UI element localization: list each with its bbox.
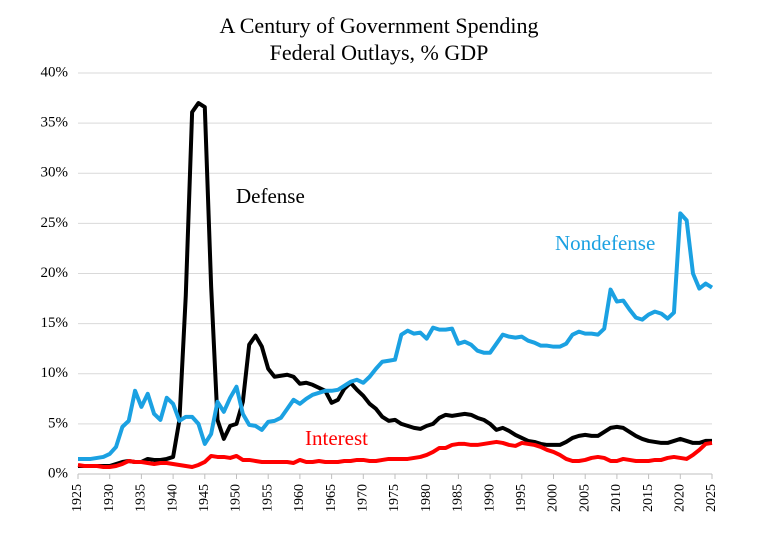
y-tick-label: 20% <box>41 265 69 281</box>
chart-title: A Century of Government Spending <box>220 13 539 38</box>
y-tick-label: 15% <box>41 315 69 331</box>
x-tick-label: 1945 <box>197 484 212 512</box>
x-tick-label: 2000 <box>546 484 561 512</box>
x-tick-label: 1950 <box>229 484 244 512</box>
x-tick-label: 1960 <box>292 484 307 512</box>
series-label: Nondefense <box>555 231 655 255</box>
y-tick-label: 10% <box>41 365 69 381</box>
x-tick-label: 1975 <box>387 484 402 512</box>
y-tick-label: 30% <box>41 165 69 181</box>
series-line <box>77 439 713 469</box>
x-tick-label: 1990 <box>482 484 497 512</box>
y-tick-label: 35% <box>41 115 69 131</box>
series-line <box>78 211 714 461</box>
x-tick-label: 2015 <box>641 484 656 512</box>
y-tick-label: 40% <box>41 64 69 80</box>
x-tick-label: 2020 <box>673 484 688 512</box>
x-tick-label: 2005 <box>577 484 592 512</box>
chart-subtitle: Federal Outlays, % GDP <box>270 40 489 65</box>
x-tick-label: 1930 <box>102 484 117 512</box>
series-label: Defense <box>236 184 305 208</box>
series-line <box>78 101 712 468</box>
x-tick-label: 1940 <box>165 484 180 512</box>
x-tick-label: 1970 <box>356 484 371 512</box>
series-label: Interest <box>305 426 368 450</box>
x-tick-label: 1985 <box>451 484 466 512</box>
x-tick-label: 1980 <box>419 484 434 512</box>
x-tick-label: 1995 <box>514 484 529 512</box>
x-tick-label: 1965 <box>324 484 339 512</box>
x-tick-label: 1925 <box>70 484 85 512</box>
x-tick-label: 1955 <box>260 484 275 512</box>
x-tick-label: 2025 <box>704 484 719 512</box>
x-tick-label: 1935 <box>134 484 149 512</box>
y-tick-label: 25% <box>41 215 69 231</box>
y-tick-label: 0% <box>48 465 68 481</box>
x-tick-label: 2010 <box>609 484 624 512</box>
y-tick-label: 5% <box>48 415 68 431</box>
